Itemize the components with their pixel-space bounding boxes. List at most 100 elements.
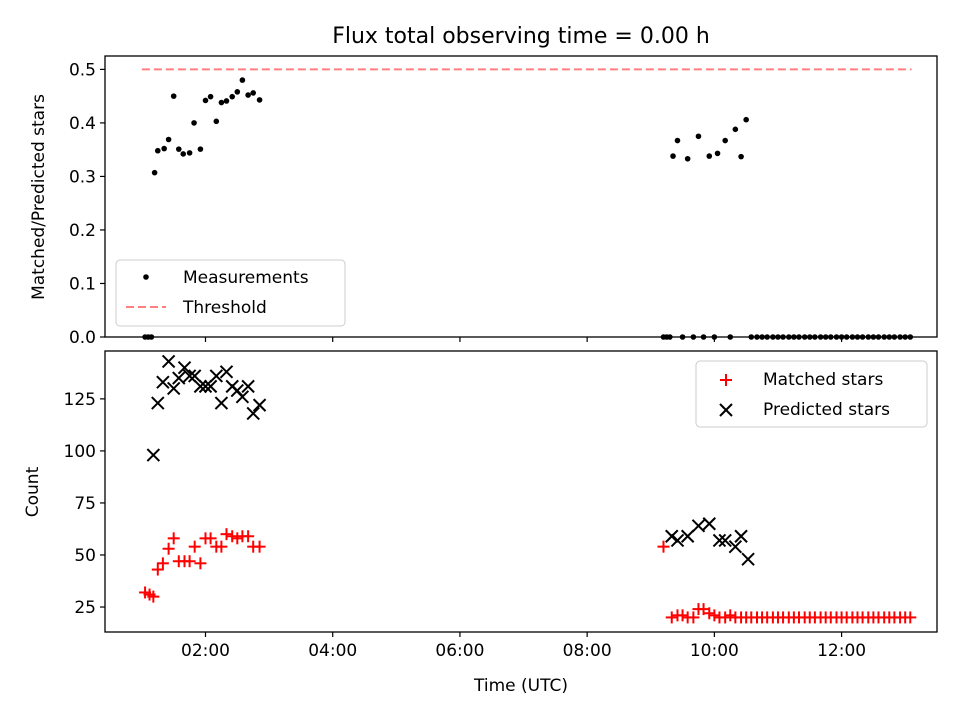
matched-stars-point bbox=[231, 532, 244, 545]
matched-stars-point bbox=[194, 557, 207, 570]
matched-stars-point bbox=[226, 530, 239, 543]
matched-stars-point bbox=[724, 609, 737, 622]
x-tick-label: 04:00 bbox=[308, 641, 357, 661]
bottom-panel: 25 50 75 100 125 02:00 04:00 06:00 08:00 10:00 12… bbox=[23, 350, 938, 696]
top-x-axis-ticks bbox=[204, 337, 843, 342]
measurements-point bbox=[722, 137, 728, 144]
measurements-point bbox=[191, 120, 197, 126]
matched-stars-point bbox=[215, 540, 228, 553]
measurements-point bbox=[154, 147, 161, 154]
predicted-stars-point bbox=[198, 379, 213, 394]
matched-stars-point bbox=[719, 611, 732, 624]
predicted-stars-point bbox=[691, 519, 706, 533]
measurements-point bbox=[165, 136, 172, 143]
measurements-point bbox=[738, 153, 744, 160]
predicted-stars-point bbox=[702, 517, 716, 531]
matched-stars-point bbox=[253, 540, 266, 553]
y-tick-label: 100 bbox=[64, 442, 96, 462]
matched-stars-point bbox=[904, 611, 917, 624]
y-tick-label: 0.1 bbox=[69, 274, 96, 294]
x-tick-label: 02:00 bbox=[181, 641, 230, 661]
bottom-legend-box bbox=[695, 360, 928, 428]
measurements-point bbox=[223, 98, 230, 104]
matched-stars-point bbox=[665, 611, 678, 624]
top-plot-frame bbox=[104, 55, 938, 338]
measurements-point bbox=[743, 116, 749, 123]
matched-stars-point bbox=[676, 609, 689, 622]
predicted-stars-point bbox=[670, 533, 685, 548]
predicted-stars-point bbox=[214, 396, 229, 410]
matched-stars-point bbox=[703, 607, 716, 620]
x-tick-label: 12:00 bbox=[817, 641, 866, 661]
bottom-plot-area bbox=[139, 354, 917, 624]
predicted-stars-point bbox=[156, 375, 170, 389]
matched-stars-point bbox=[188, 540, 201, 553]
measurements-point bbox=[197, 146, 204, 152]
predicted-stars-point bbox=[734, 529, 748, 543]
top-panel: 0.0 0.1 0.2 0.3 0.4 0.5 Matched/Predicted sta… bbox=[29, 55, 938, 348]
figure-title: Flux total observing time = 0.00 h bbox=[332, 24, 710, 49]
x-tick-label: 08:00 bbox=[563, 641, 612, 661]
matched-stars-point bbox=[657, 540, 670, 553]
matched-stars-point bbox=[204, 532, 217, 545]
predicted-stars-point bbox=[166, 381, 181, 396]
x-tick-label: 06:00 bbox=[435, 641, 484, 661]
predicted-stars-point bbox=[146, 448, 161, 462]
predicted-stars-point bbox=[741, 552, 755, 566]
measurements-point bbox=[250, 90, 257, 96]
matched-stars-point bbox=[183, 555, 196, 568]
y-tick-label: 0.4 bbox=[69, 114, 96, 134]
measurements-point bbox=[732, 126, 739, 133]
legend-matched-stars-label: Matched stars bbox=[763, 370, 883, 390]
matched-stars-point bbox=[220, 528, 233, 541]
top-legend: Measurements Threshold bbox=[115, 259, 346, 327]
matched-stars-point bbox=[156, 557, 169, 570]
matched-stars-point bbox=[167, 532, 180, 545]
bottom-x-axis-ticks: 02:00 04:00 06:00 08:00 10:00 12:00 bbox=[181, 632, 866, 661]
matched-stars-point bbox=[687, 611, 700, 624]
measurements-point bbox=[245, 92, 251, 98]
measurements-point bbox=[714, 150, 721, 157]
legend-measurements-label: Measurements bbox=[183, 268, 309, 288]
y-tick-label: 0.2 bbox=[69, 221, 96, 241]
measurements-point bbox=[207, 93, 214, 100]
matched-stars-point bbox=[147, 590, 160, 603]
legend-threshold-label: Threshold bbox=[182, 298, 267, 318]
matched-stars-point bbox=[242, 530, 255, 543]
bottom-plot-frame bbox=[104, 350, 938, 633]
y-tick-label: 25 bbox=[74, 598, 96, 618]
measurements-point bbox=[180, 151, 187, 157]
predicted-stars-point bbox=[680, 529, 695, 543]
measurements-point bbox=[234, 89, 241, 95]
y-tick-label: 125 bbox=[64, 390, 96, 410]
predicted-stars-point bbox=[187, 369, 202, 383]
measurements-point bbox=[170, 93, 177, 99]
measurements-point bbox=[706, 153, 713, 159]
predicted-stars-point bbox=[203, 379, 218, 394]
predicted-stars-point bbox=[209, 369, 224, 383]
predicted-stars-point bbox=[235, 390, 250, 404]
measurements-point bbox=[218, 99, 225, 106]
measurements-point bbox=[239, 77, 246, 83]
measurements-point bbox=[213, 118, 220, 125]
predicted-stars-point bbox=[712, 533, 727, 548]
measurements-point bbox=[695, 133, 702, 140]
predicted-stars-point bbox=[161, 354, 176, 369]
x-tick-label: 10:00 bbox=[690, 641, 739, 661]
y-tick-label: 75 bbox=[74, 494, 96, 514]
legend-measurements-marker bbox=[143, 274, 149, 280]
bottom-legend: Matched stars Predicted stars bbox=[695, 360, 928, 428]
predicted-stars-point bbox=[728, 539, 743, 554]
top-y-axis-label: Matched/Predicted stars bbox=[29, 94, 49, 300]
predicted-stars-point bbox=[718, 533, 732, 548]
predicted-stars-point bbox=[252, 398, 267, 412]
y-tick-label: 50 bbox=[74, 546, 96, 566]
y-tick-label: 0.5 bbox=[69, 60, 96, 80]
matched-stars-point bbox=[162, 542, 175, 555]
matched-stars-point bbox=[151, 563, 164, 576]
measurements-point bbox=[674, 137, 681, 144]
legend-matched-stars-marker bbox=[720, 374, 732, 386]
bottom-y-axis-label: Count bbox=[23, 466, 43, 517]
measurements-point bbox=[161, 145, 167, 152]
